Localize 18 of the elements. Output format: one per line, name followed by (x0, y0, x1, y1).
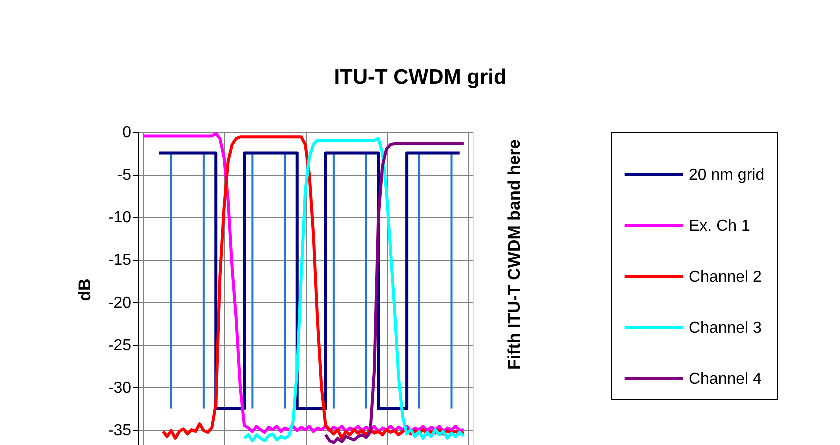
y-tick-label: -5 (117, 167, 132, 184)
legend-label: Channel 2 (689, 269, 762, 286)
legend-label: 20 nm grid (689, 167, 765, 184)
line-series (324, 142, 466, 444)
y-tick-label: -15 (108, 252, 132, 270)
y-tick-label: -30 (108, 380, 132, 397)
line-series (243, 137, 466, 443)
y-axis-title: dB (75, 278, 94, 302)
legend-label: Channel 3 (689, 320, 762, 337)
y-tick-label: -25 (108, 337, 132, 354)
y-tick-label: -35 (108, 422, 132, 440)
y-tick-label: 0 (122, 124, 132, 142)
legend-label: Ex. Ch 1 (689, 218, 750, 235)
y-tick-label: -10 (108, 210, 132, 227)
chart-title: ITU-T CWDM grid (334, 66, 507, 89)
legend-label: Channel 4 (689, 371, 762, 388)
y-tick-label: -20 (108, 294, 132, 312)
text: Fifth ITU-T CWDM band here (505, 140, 524, 370)
